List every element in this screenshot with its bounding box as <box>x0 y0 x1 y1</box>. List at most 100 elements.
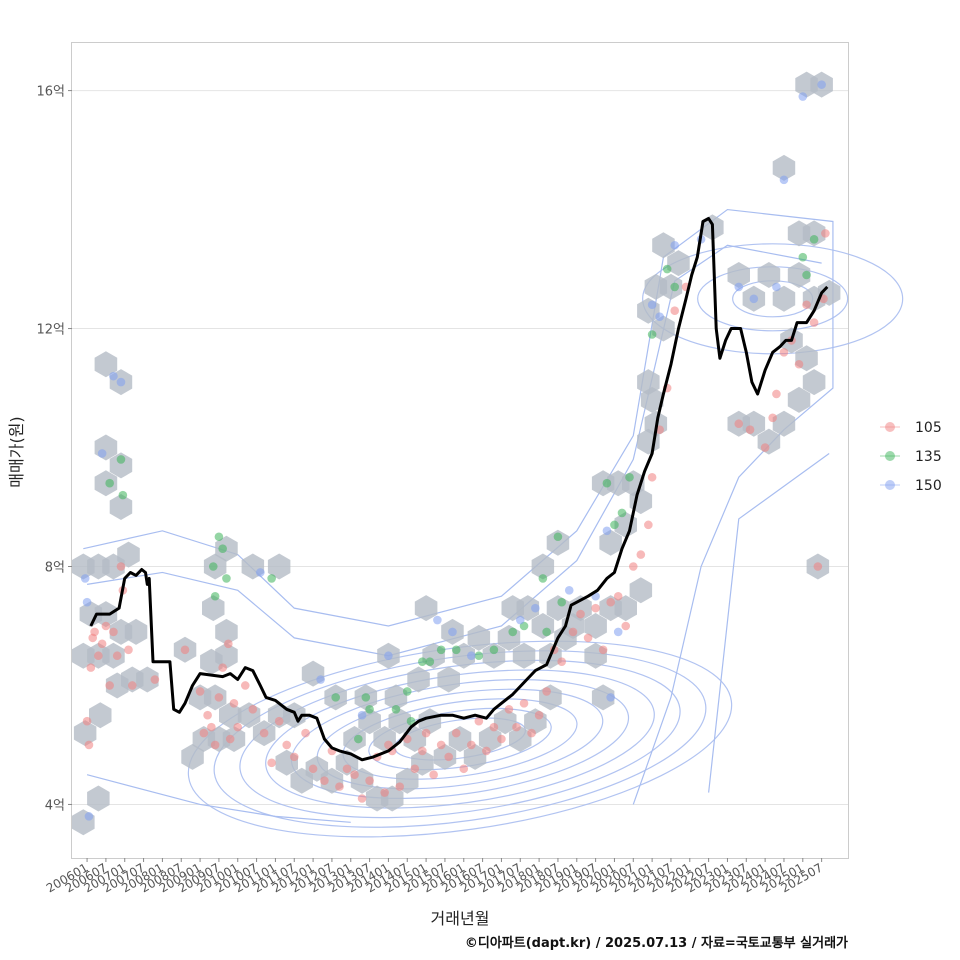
hexbin <box>467 624 491 651</box>
point-105 <box>335 782 344 791</box>
point-150 <box>670 240 680 250</box>
hexbin <box>531 553 555 580</box>
hexbin <box>727 262 750 288</box>
point-135 <box>625 472 634 482</box>
point-105 <box>568 627 578 637</box>
point-150 <box>448 627 457 637</box>
point-105 <box>606 597 615 607</box>
point-105 <box>598 645 608 655</box>
point-135 <box>267 574 276 583</box>
point-150 <box>564 585 574 595</box>
point-150 <box>515 615 525 625</box>
point-135 <box>451 645 461 655</box>
point-135 <box>489 645 499 655</box>
point-150 <box>82 597 92 607</box>
point-105 <box>794 359 804 369</box>
point-105 <box>779 348 789 357</box>
density-contour <box>86 774 351 823</box>
hexbin <box>509 726 532 752</box>
point-150 <box>606 693 615 702</box>
point-135 <box>353 734 363 744</box>
density-contour <box>708 452 830 793</box>
point-105 <box>109 627 118 637</box>
hexbin <box>787 386 811 413</box>
point-105 <box>557 657 567 666</box>
hexbin <box>652 315 675 342</box>
legend-label: 135 <box>915 449 942 465</box>
point-105 <box>274 716 284 726</box>
hexbin <box>94 351 118 378</box>
hexbin <box>546 529 570 556</box>
hexbin <box>136 666 159 693</box>
legend: 105 135 150 <box>880 420 942 494</box>
point-105 <box>150 675 160 684</box>
hexbin <box>637 369 660 396</box>
point-105 <box>542 687 551 696</box>
y-axis-ticks: 4억 8억 12억 16억 <box>36 85 72 813</box>
point-135 <box>508 627 518 637</box>
point-105 <box>813 562 823 571</box>
point-105 <box>240 681 250 690</box>
density-contour <box>239 659 681 819</box>
point-105 <box>821 229 830 238</box>
point-105 <box>576 609 585 619</box>
point-105 <box>97 639 107 649</box>
point-105 <box>802 300 811 310</box>
point-150 <box>433 615 442 625</box>
point-135 <box>798 252 808 262</box>
point-135 <box>402 687 412 696</box>
hexbin <box>772 410 796 437</box>
hexbin <box>407 666 430 693</box>
point-105 <box>436 740 446 750</box>
point-105 <box>760 443 770 452</box>
point-135 <box>118 490 128 500</box>
point-150 <box>602 526 612 536</box>
point-135 <box>809 235 819 244</box>
point-150 <box>531 603 540 613</box>
point-105 <box>357 794 367 803</box>
point-105 <box>451 728 461 738</box>
hexbin <box>652 232 675 259</box>
point-150 <box>647 300 657 310</box>
hexbin <box>388 708 411 735</box>
point-135 <box>365 704 374 714</box>
point-135 <box>802 270 811 280</box>
point-150 <box>749 294 759 304</box>
density-contour <box>213 650 707 828</box>
point-105 <box>512 722 521 732</box>
hexbin <box>215 618 238 645</box>
point-135 <box>617 508 627 518</box>
hexbin <box>109 494 133 520</box>
point-135 <box>474 651 484 661</box>
trend-line-layer <box>89 217 829 762</box>
hexbin <box>87 785 110 812</box>
point-135 <box>406 716 416 726</box>
point-105 <box>233 722 243 732</box>
hexbin <box>629 577 653 604</box>
hexbin <box>403 726 427 752</box>
point-105 <box>218 663 227 672</box>
hexbin <box>181 743 204 770</box>
hexbin <box>516 595 540 622</box>
point-135 <box>602 478 612 488</box>
point-105 <box>195 687 205 696</box>
y-tick-label: 8억 <box>45 561 65 576</box>
point-105 <box>112 651 122 661</box>
point-105 <box>534 710 544 720</box>
panel-border <box>71 42 849 859</box>
x-axis-title: 거래년월 <box>431 909 490 928</box>
point-105 <box>301 728 310 738</box>
point-105 <box>628 562 638 571</box>
point-135 <box>208 562 218 571</box>
point-105 <box>504 704 514 714</box>
hexbin <box>267 553 291 580</box>
point-105 <box>82 716 92 726</box>
hexbin <box>215 642 238 669</box>
caption: ©디아파트(dapt.kr) / 2025.07.13 / 자료=국토교통부 실… <box>465 935 848 951</box>
legend-swatch <box>885 422 895 432</box>
y-axis-title: 매매가(원) <box>7 416 26 487</box>
trend-line <box>89 217 829 762</box>
point-150 <box>734 282 744 292</box>
x-axis-ticks: 2006012006072007012007072008012008072009… <box>44 858 825 896</box>
